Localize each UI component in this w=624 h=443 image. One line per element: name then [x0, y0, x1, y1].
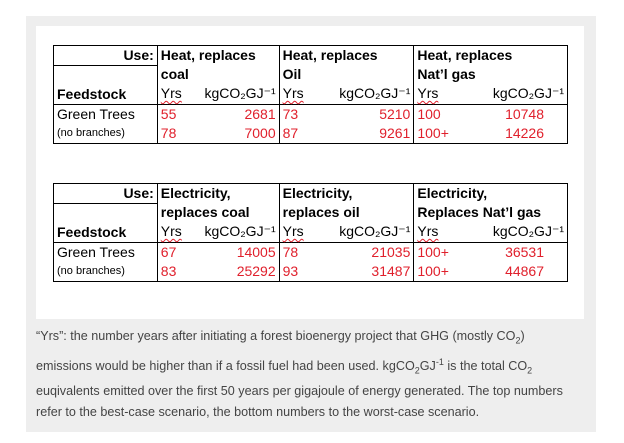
- column-header: Heat, replaces Nat’l gas Yrs kgCO₂GJ⁻¹: [413, 45, 568, 105]
- subheader: Yrs kgCO₂GJ⁻¹: [417, 222, 564, 241]
- best-kg: 21035: [371, 244, 411, 260]
- header-row: Use: Electricity, replaces coal Yrs kgCO…: [53, 183, 568, 243]
- best-yrs: 73: [282, 106, 299, 122]
- heat-table: Use: Heat, replaces coal Yrs kgCO₂GJ⁻¹ H…: [53, 45, 568, 144]
- column-header: Heat, replaces Oil Yrs kgCO₂GJ⁻¹: [278, 45, 415, 105]
- subheader: Yrs kgCO₂GJ⁻¹: [283, 84, 411, 103]
- figure-caption: “Yrs”: the number years after initiating…: [36, 326, 584, 423]
- best-kg: 14005: [236, 244, 276, 260]
- value-cell: 67 14005 83 25292: [156, 242, 280, 282]
- unit-label: kgCO₂GJ⁻¹: [492, 223, 564, 239]
- caption-subscript: 2: [414, 365, 420, 376]
- worst-yrs: 100+: [417, 125, 449, 141]
- electricity-table: Use: Electricity, replaces coal Yrs kgCO…: [53, 183, 568, 282]
- caption-subscript: 2: [527, 365, 533, 376]
- yrs-label: Yrs: [417, 85, 439, 101]
- column-header-line1: Heat, replaces: [160, 47, 256, 63]
- best-yrs: 100: [417, 106, 441, 122]
- best-kg: 36531: [505, 244, 544, 260]
- worst-kg: 9261: [379, 125, 411, 141]
- worst-yrs: 78: [160, 125, 177, 141]
- column-header-line2: replaces oil: [282, 204, 360, 220]
- subheader: Yrs kgCO₂GJ⁻¹: [283, 222, 411, 241]
- value-cell: 100+ 36531 100+ 44867: [413, 242, 568, 282]
- worst-kg: 25292: [236, 263, 276, 279]
- table-row: Green Trees (no branches) 67 14005 83 2529…: [53, 242, 568, 282]
- best-yrs: 78: [282, 244, 299, 260]
- best-yrs: 100+: [417, 244, 449, 260]
- worst-kg: 7000: [244, 125, 276, 141]
- row-label: Green Trees: [57, 244, 135, 260]
- use-label: Use:: [53, 45, 158, 66]
- subheader: Yrs kgCO₂GJ⁻¹: [161, 84, 276, 103]
- column-header: Electricity, replaces coal Yrs kgCO₂GJ⁻¹: [156, 183, 280, 243]
- row-label-cell: Green Trees (no branches): [53, 104, 158, 144]
- best-kg: 10748: [505, 106, 544, 122]
- worst-yrs: 93: [282, 263, 299, 279]
- column-header-line1: Heat, replaces: [417, 47, 513, 63]
- row-sublabel: (no branches): [57, 127, 125, 139]
- value-cell: 55 2681 78 7000: [156, 104, 280, 144]
- column-header-line2: coal: [160, 66, 189, 82]
- figure-panel: Use: Heat, replaces coal Yrs kgCO₂GJ⁻¹ H…: [26, 16, 596, 432]
- unit-label: kgCO₂GJ⁻¹: [204, 223, 276, 239]
- best-yrs: 67: [160, 244, 177, 260]
- yrs-label: Yrs: [417, 223, 439, 239]
- best-kg: 5210: [379, 106, 411, 122]
- worst-kg: 44867: [505, 263, 544, 279]
- feedstock-label: Feedstock: [53, 65, 158, 105]
- caption-text: ) emissions would be higher than if a fo…: [36, 329, 525, 373]
- subheader: Yrs kgCO₂GJ⁻¹: [161, 222, 276, 241]
- best-kg: 2681: [244, 106, 276, 122]
- column-header-line2: Nat’l gas: [417, 66, 476, 82]
- header-row: Use: Heat, replaces coal Yrs kgCO₂GJ⁻¹ H…: [53, 45, 568, 105]
- table-image: Use: Heat, replaces coal Yrs kgCO₂GJ⁻¹ H…: [36, 26, 584, 319]
- value-cell: 78 21035 93 31487: [278, 242, 415, 282]
- value-cell: 73 5210 87 9261: [278, 104, 415, 144]
- column-header: Electricity, Replaces Nat’l gas Yrs kgCO…: [413, 183, 568, 243]
- column-header-line1: Heat, replaces: [282, 47, 378, 63]
- row-sublabel: (no branches): [57, 265, 125, 277]
- caption-text: GJ: [419, 358, 436, 373]
- worst-yrs: 100+: [417, 263, 449, 279]
- caption-text: euqivalents emitted over the first 50 ye…: [36, 384, 563, 420]
- unit-label: kgCO₂GJ⁻¹: [339, 85, 411, 101]
- column-header-line1: Electricity,: [282, 185, 353, 201]
- subheader: Yrs kgCO₂GJ⁻¹: [417, 84, 564, 103]
- yrs-label: Yrs: [160, 223, 182, 239]
- value-cell: 100 10748 100+ 14226: [413, 104, 568, 144]
- caption-text: “Yrs”: the number years after initiating…: [36, 329, 516, 343]
- caption-superscript: -1: [435, 356, 444, 367]
- column-header-line2: replaces coal: [160, 204, 250, 220]
- column-header: Electricity, replaces oil Yrs kgCO₂GJ⁻¹: [278, 183, 415, 243]
- unit-label: kgCO₂GJ⁻¹: [492, 85, 564, 101]
- column-header: Heat, replaces coal Yrs kgCO₂GJ⁻¹: [156, 45, 280, 105]
- caption-subscript: 2: [515, 335, 521, 346]
- column-header-line1: Electricity,: [417, 185, 488, 201]
- yrs-label: Yrs: [282, 85, 304, 101]
- worst-kg: 31487: [371, 263, 411, 279]
- column-header-line2: Replaces Nat’l gas: [417, 204, 542, 220]
- worst-yrs: 87: [282, 125, 299, 141]
- worst-kg: 14226: [505, 125, 544, 141]
- table-row: Green Trees (no branches) 55 2681 78 7000 …: [53, 104, 568, 144]
- unit-label: kgCO₂GJ⁻¹: [339, 223, 411, 239]
- use-label: Use:: [53, 183, 158, 204]
- caption-text: is the total CO: [443, 358, 528, 373]
- column-header-line1: Electricity,: [160, 185, 231, 201]
- unit-label: kgCO₂GJ⁻¹: [204, 85, 276, 101]
- worst-yrs: 83: [160, 263, 177, 279]
- row-label-cell: Green Trees (no branches): [53, 242, 158, 282]
- row-label: Green Trees: [57, 106, 135, 122]
- yrs-label: Yrs: [160, 85, 182, 101]
- yrs-label: Yrs: [282, 223, 304, 239]
- column-header-line2: Oil: [282, 66, 302, 82]
- best-yrs: 55: [160, 106, 177, 122]
- feedstock-label: Feedstock: [53, 203, 158, 243]
